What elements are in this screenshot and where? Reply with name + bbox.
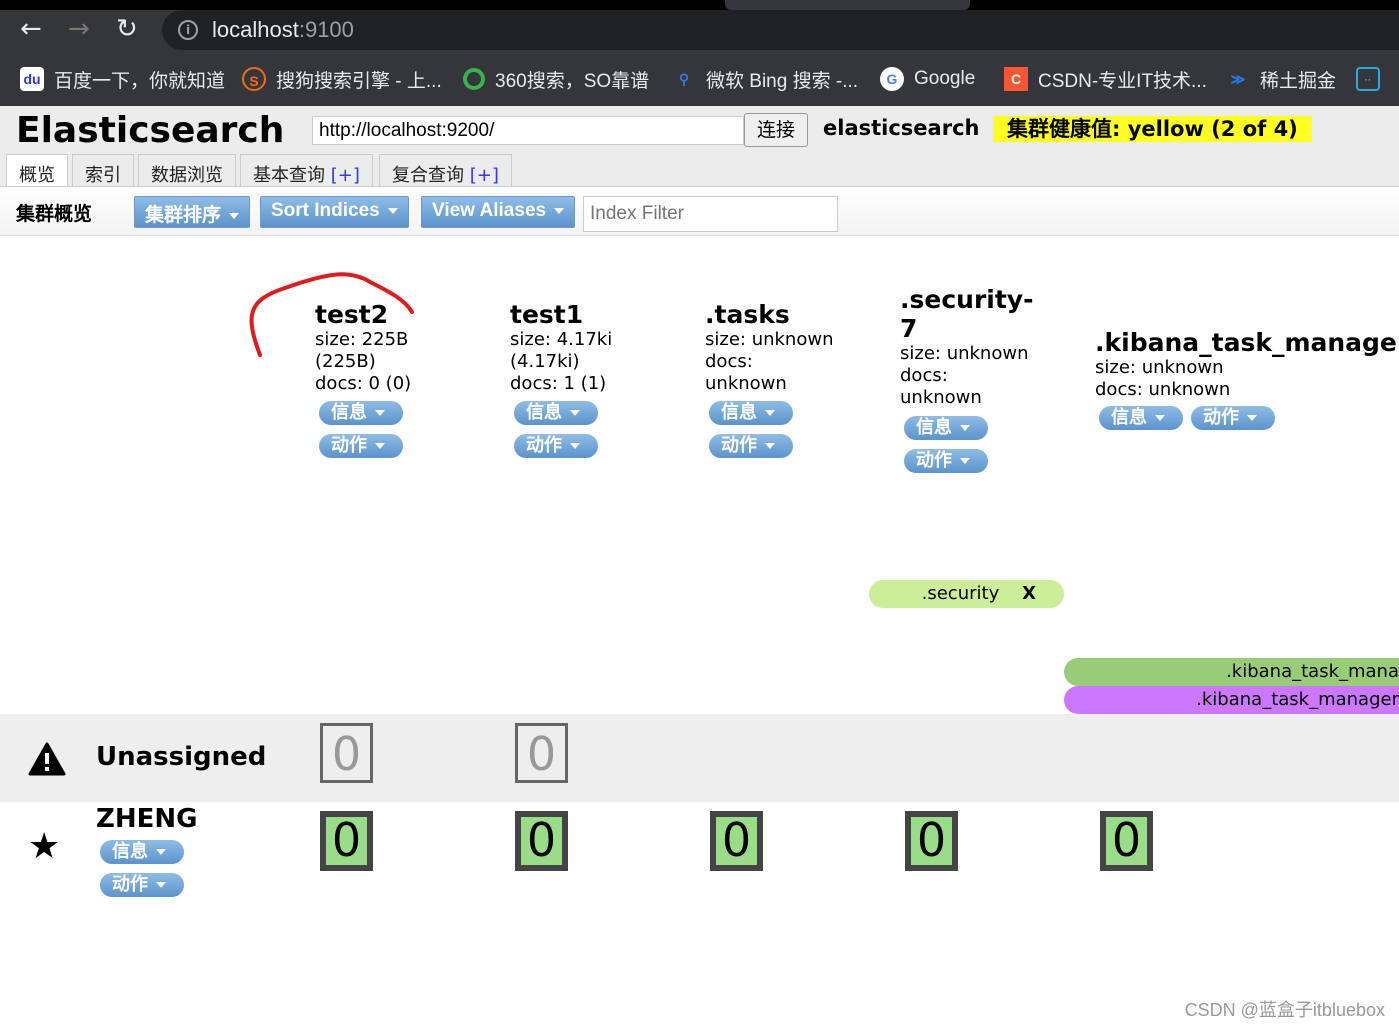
index-action-button[interactable]: 动作: [709, 434, 793, 458]
bookmark-bilibili[interactable]: ··: [1356, 64, 1380, 94]
360-icon: [463, 68, 485, 90]
tab-browser[interactable]: 数据浏览: [138, 154, 236, 186]
index-action-button[interactable]: 动作: [1191, 406, 1275, 430]
back-button[interactable]: ←: [20, 14, 42, 44]
node-shard[interactable]: 0: [515, 811, 568, 871]
index-info-button[interactable]: 信息: [319, 401, 403, 425]
unassigned-row: [0, 714, 1399, 802]
node-info-button[interactable]: 信息: [100, 840, 184, 864]
tab-strip: [0, 0, 1399, 10]
bookmark-sogou[interactable]: S 搜狗搜索引擎 - 上...: [242, 64, 442, 94]
bookmark-juejin[interactable]: ≫ 稀土掘金: [1226, 64, 1336, 94]
bilibili-icon: ··: [1356, 67, 1380, 91]
connect-button[interactable]: 连接: [744, 113, 808, 147]
index-card-security: .security-7 size: unknown docs: unknown: [900, 285, 1034, 408]
alias-kibana-task-manager[interactable]: .kibana_task_mana: [1064, 658, 1399, 686]
index-card-tasks: .tasks size: unknown docs: unknown: [705, 300, 834, 394]
index-card-test1: test1 size: 4.17ki (4.17ki) docs: 1 (1): [510, 300, 613, 394]
node-shard[interactable]: 0: [905, 811, 958, 871]
index-action-button[interactable]: 动作: [904, 449, 988, 473]
tab-overview[interactable]: 概览: [6, 154, 68, 187]
alias-security[interactable]: .security X: [869, 580, 1064, 608]
unassigned-shard[interactable]: 0: [320, 723, 373, 783]
index-action-button[interactable]: 动作: [514, 434, 598, 458]
cluster-health-badge: 集群健康值: yellow (2 of 4): [993, 116, 1312, 142]
bookmark-bing[interactable]: ⚲ 微软 Bing 搜索 -...: [672, 64, 858, 94]
index-info-button[interactable]: 信息: [709, 401, 793, 425]
master-star-icon: ★: [28, 826, 61, 867]
index-info-button[interactable]: 信息: [514, 401, 598, 425]
app-title: Elasticsearch: [16, 110, 285, 151]
alias-close-button[interactable]: X: [1022, 583, 1036, 604]
caret-down-icon: [554, 207, 565, 214]
caret-down-icon: [229, 212, 240, 219]
unassigned-label: Unassigned: [96, 742, 267, 772]
index-card-kibana-task-manager: .kibana_task_manage size: unknown docs: un…: [1095, 328, 1397, 400]
info-icon[interactable]: i: [178, 20, 198, 40]
index-info-button[interactable]: 信息: [1099, 406, 1183, 430]
unassigned-shard[interactable]: 0: [515, 723, 568, 783]
node-shard[interactable]: 0: [710, 811, 763, 871]
connect-url-input[interactable]: [312, 116, 744, 145]
warning-icon: [28, 742, 66, 776]
juejin-icon: ≫: [1230, 71, 1246, 87]
index-card-test2: test2 size: 225B (225B) docs: 0 (0): [315, 300, 412, 394]
watermark: CSDN @蓝盒子itbluebox: [1184, 1000, 1385, 1020]
bookmark-baidu[interactable]: du 百度一下，你就知道: [20, 64, 225, 94]
red-annotation-mark: [249, 272, 414, 357]
alias-kibana-task-manager-2[interactable]: .kibana_task_manager: [1064, 686, 1399, 714]
index-filter-input[interactable]: [583, 196, 838, 232]
url-host: localhost: [212, 17, 299, 42]
forward-button[interactable]: →: [68, 14, 90, 44]
tab-indices[interactable]: 索引: [72, 154, 134, 186]
tab-basic-query[interactable]: 基本查询 [+]: [240, 154, 373, 186]
node-action-button[interactable]: 动作: [100, 873, 184, 897]
node-shard[interactable]: 0: [320, 811, 373, 871]
bookmark-google[interactable]: G Google: [880, 64, 975, 94]
sort-indices-dropdown[interactable]: Sort Indices: [260, 196, 409, 228]
view-aliases-dropdown[interactable]: View Aliases: [421, 196, 576, 228]
address-bar[interactable]: i localhost:9100: [162, 10, 1399, 50]
google-icon: G: [880, 67, 904, 91]
cluster-name: elasticsearch: [823, 116, 980, 140]
index-info-button[interactable]: 信息: [904, 416, 988, 440]
sort-cluster-dropdown[interactable]: 集群排序: [134, 196, 251, 228]
node-shard[interactable]: 0: [1100, 811, 1153, 871]
caret-down-icon: [387, 207, 398, 214]
bookmark-360[interactable]: 360搜索，SO靠谱: [463, 64, 649, 94]
bing-search-icon: ⚲: [678, 71, 690, 87]
toolbar-title: 集群概览: [16, 203, 93, 225]
node-name: ZHENG: [96, 804, 198, 834]
index-action-button[interactable]: 动作: [319, 434, 403, 458]
sogou-icon: S: [242, 67, 266, 91]
url-port: :9100: [298, 17, 354, 42]
tab-compound-query[interactable]: 复合查询 [+]: [379, 154, 512, 186]
csdn-icon: C: [1004, 67, 1028, 91]
reload-button[interactable]: ↻: [116, 14, 138, 44]
bookmark-csdn[interactable]: C CSDN-专业IT技术...: [1004, 64, 1207, 94]
baidu-icon: du: [20, 67, 44, 91]
